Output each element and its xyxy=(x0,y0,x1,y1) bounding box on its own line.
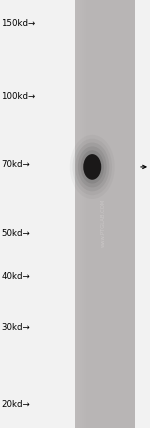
Ellipse shape xyxy=(75,143,109,191)
Text: www.PTGLAB.COM: www.PTGLAB.COM xyxy=(101,199,106,247)
Ellipse shape xyxy=(81,150,104,184)
Text: 30kd→: 30kd→ xyxy=(2,323,30,332)
Text: 150kd→: 150kd→ xyxy=(2,19,36,28)
Text: 20kd→: 20kd→ xyxy=(2,400,30,409)
Bar xyxy=(80,0,82,428)
Text: 50kd→: 50kd→ xyxy=(2,229,30,238)
Bar xyxy=(77,0,79,428)
Bar xyxy=(135,0,150,428)
Bar xyxy=(88,0,89,428)
Text: 100kd→: 100kd→ xyxy=(2,92,36,101)
Bar xyxy=(79,0,80,428)
Bar xyxy=(0,0,75,428)
Text: 70kd→: 70kd→ xyxy=(2,160,30,169)
Ellipse shape xyxy=(83,154,101,180)
Bar xyxy=(84,0,86,428)
Ellipse shape xyxy=(72,139,112,195)
Bar xyxy=(82,0,84,428)
Ellipse shape xyxy=(78,146,107,187)
Bar xyxy=(86,0,88,428)
Bar xyxy=(75,0,135,428)
Text: 40kd→: 40kd→ xyxy=(2,271,30,281)
Bar xyxy=(75,0,77,428)
